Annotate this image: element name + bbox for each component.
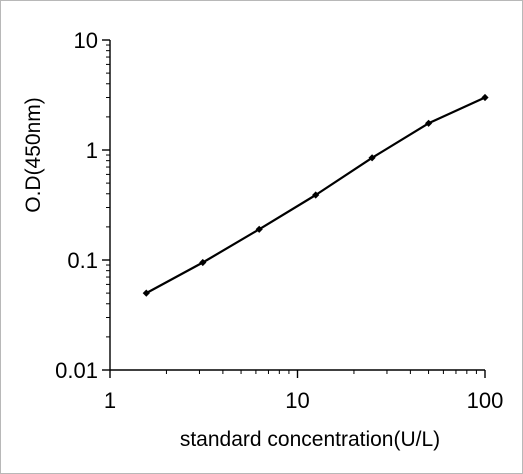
x-tick-label: 10	[285, 388, 309, 413]
data-point-marker	[425, 119, 433, 127]
y-tick-label: 0.1	[67, 248, 98, 273]
y-tick-label: 1	[86, 138, 98, 163]
data-series	[142, 93, 489, 297]
y-tick-label: 10	[74, 28, 98, 53]
data-point-marker	[199, 258, 207, 267]
data-point-marker	[255, 225, 263, 233]
x-tick-label: 1	[104, 388, 116, 413]
data-point-marker	[142, 289, 150, 297]
data-point-marker	[481, 93, 489, 102]
y-axis-ticks: 0.01 0.1 1 10	[55, 28, 110, 383]
x-axis-title: standard concentration(U/L)	[180, 428, 440, 451]
x-axis-ticks: 1 10 100	[104, 370, 503, 413]
data-point-marker	[368, 154, 376, 162]
data-point-marker	[312, 191, 320, 199]
x-tick-label: 100	[467, 388, 504, 413]
y-tick-label: 0.01	[55, 358, 98, 383]
y-axis-title: O.D(450nm)	[22, 97, 45, 213]
